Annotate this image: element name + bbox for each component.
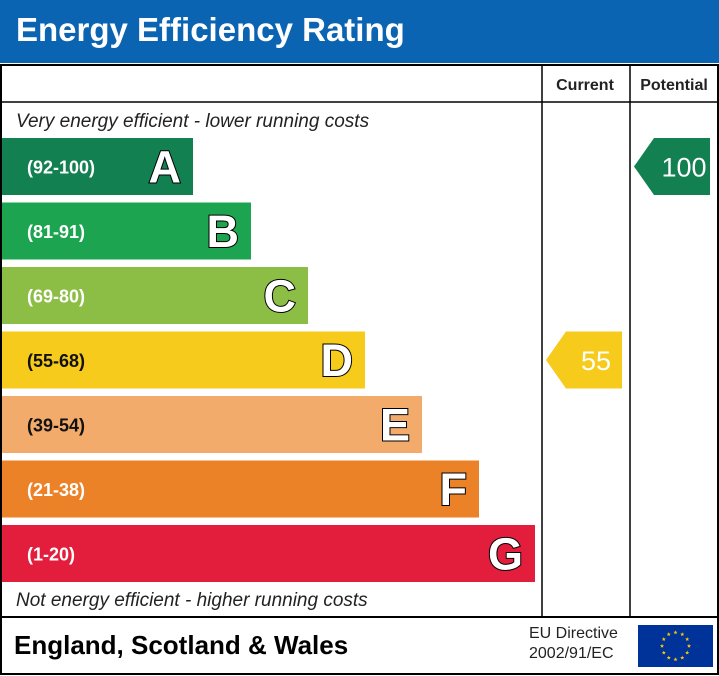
potential-rating-indicator-value: 100 — [661, 153, 706, 183]
band-range-b: (81-91) — [27, 222, 85, 242]
band-range-d: (55-68) — [27, 351, 85, 371]
eu-directive-line2: 2002/91/EC — [529, 645, 614, 662]
band-letter-c: C — [264, 271, 297, 322]
band-range-a: (92-100) — [27, 158, 95, 178]
eu-flag-icon — [638, 625, 713, 667]
current-rating-indicator: 55 — [546, 331, 622, 389]
band-d: (55-68) D — [2, 331, 365, 389]
band-bar-e — [2, 396, 422, 453]
band-range-f: (21-38) — [27, 480, 85, 500]
eu-star — [659, 643, 665, 648]
page-title: Energy Efficiency Rating — [16, 11, 405, 48]
eu-star — [666, 655, 671, 660]
band-letter-f: F — [440, 464, 468, 515]
band-letter-e: E — [380, 400, 410, 451]
band-bar-g — [2, 525, 535, 582]
band-range-e: (39-54) — [27, 416, 85, 436]
eu-star — [661, 650, 666, 655]
band-bar-f — [2, 460, 479, 518]
potential-rating-indicator: 100 — [634, 138, 710, 195]
band-f: (21-38) F — [2, 460, 479, 518]
band-letter-g: G — [488, 529, 523, 580]
eu-star — [661, 637, 666, 642]
eu-star — [673, 657, 678, 662]
band-e: (39-54) E — [2, 396, 422, 453]
band-c: (69-80) C — [2, 267, 308, 324]
band-letter-a: A — [149, 142, 182, 193]
potential-rating-indicator-shape — [634, 138, 710, 195]
potential-column-header: Potential — [640, 77, 708, 94]
rating-indicators: 55 100 — [546, 138, 710, 389]
band-b: (81-91) B — [2, 202, 251, 260]
band-bar-a — [2, 138, 193, 195]
top-caption: Very energy efficient - lower running co… — [16, 111, 370, 132]
current-rating-indicator-value: 55 — [581, 346, 611, 376]
eu-star — [686, 643, 692, 648]
eu-star — [680, 655, 685, 660]
title-bar: Energy Efficiency Rating — [0, 0, 719, 63]
band-bar-c — [2, 267, 308, 324]
band-letter-b: B — [207, 206, 240, 257]
band-bar-b — [2, 202, 251, 260]
region-label: England, Scotland & Wales — [14, 630, 349, 660]
footer: England, Scotland & Wales EU Directive 2… — [2, 618, 717, 674]
chart-frame — [0, 64, 719, 675]
bottom-caption: Not energy efficient - higher running co… — [16, 590, 368, 611]
band-range-c: (69-80) — [27, 287, 85, 307]
eu-star — [685, 637, 690, 642]
band-bar-d — [2, 331, 365, 389]
band-letter-d: D — [321, 335, 354, 386]
band-range-g: (1-20) — [27, 545, 75, 565]
band-g: (1-20) G — [2, 525, 535, 582]
eu-star — [680, 632, 685, 637]
eu-directive-label: EU Directive 2002/91/EC — [529, 624, 618, 664]
current-column-header: Current — [556, 77, 614, 94]
eu-star — [673, 630, 678, 635]
eu-star — [666, 632, 671, 637]
current-rating-indicator-shape — [546, 331, 622, 389]
eu-star — [685, 650, 690, 655]
band-a: (92-100) A — [2, 138, 193, 195]
rating-bands: (92-100) A (81-91) B (69-80) C (55-68) D (39-54)… — [2, 138, 535, 582]
eu-directive-line1: EU Directive — [529, 625, 618, 642]
